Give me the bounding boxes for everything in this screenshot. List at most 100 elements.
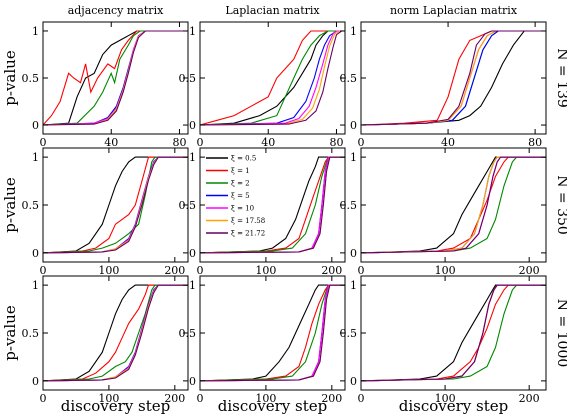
x-tick-label: 80	[528, 136, 542, 149]
panel-r2-c0: 0 100 200 0 0.5 1	[22, 275, 189, 405]
x-tick-label: 0	[197, 136, 204, 149]
column-title-2: norm Laplacian matrix	[390, 4, 518, 17]
y-tick-label: 0	[350, 247, 357, 260]
y-tick-label: 0.5	[22, 327, 40, 340]
series-line-1	[199, 284, 345, 382]
series-line-6	[42, 156, 188, 254]
y-tick-label: 0.5	[340, 327, 358, 340]
y-tick-label: 1	[350, 151, 357, 164]
series-line-3	[360, 284, 546, 382]
series-line-0	[42, 156, 188, 254]
series-line-0	[360, 156, 546, 254]
legend-label-2: ξ = 2	[231, 180, 250, 188]
row-label-0: N = 139	[554, 48, 567, 108]
column-title-0: adjacency matrix	[68, 4, 164, 17]
series-line-5	[360, 284, 546, 382]
series-line-2	[42, 156, 188, 254]
y-tick-label: 1	[350, 25, 357, 38]
panel-frame	[360, 147, 547, 263]
series-line-6	[42, 284, 188, 382]
y-tick-label: 1	[32, 25, 39, 38]
x-tick-label: 200	[519, 264, 540, 277]
series-line-5	[199, 30, 345, 126]
x-tick-label: 100	[98, 264, 119, 277]
x-tick-label: 80	[329, 136, 343, 149]
panel-r1-c1: 0 100 200 0 0.5 1 ξ = 0.5 ξ = 1 ξ = 2 ξ = 5 ξ = 10…	[179, 147, 346, 277]
y-tick-label: 0.5	[340, 72, 358, 85]
series-line-1	[360, 30, 546, 126]
legend-label-4: ξ = 10	[231, 205, 254, 213]
y-tick-label: 0.5	[179, 199, 197, 212]
series-line-3	[360, 156, 546, 254]
series-line-0	[42, 284, 188, 382]
x-tick-label: 200	[321, 264, 342, 277]
series-line-3	[42, 156, 188, 254]
legend-label-5: ξ = 17.58	[231, 217, 265, 225]
x-tick-label: 0	[40, 136, 47, 149]
x-tick-label: 0	[40, 392, 47, 405]
x-tick-label: 100	[435, 264, 456, 277]
panel-r2-c2: 0 100 200 0 0.5 1	[340, 275, 547, 405]
x-tick-label: 0	[358, 136, 365, 149]
legend-label-0: ξ = 0.5	[231, 155, 256, 163]
panel-r1-c0: 0 100 200 0 0.5 1	[22, 147, 189, 277]
panel-r0-c0: 0 40 80 0 0.5 1	[22, 21, 189, 149]
y-tick-label: 0	[189, 119, 196, 132]
x-axis-label: discovery step	[399, 397, 509, 415]
series-line-6	[360, 156, 546, 254]
x-tick-label: 200	[164, 264, 185, 277]
series-line-3	[199, 30, 345, 126]
series-line-0	[199, 284, 345, 382]
x-axis-label: discovery step	[61, 397, 171, 415]
y-tick-label: 0	[32, 247, 39, 260]
x-tick-label: 0	[358, 392, 365, 405]
panel-frame	[360, 275, 547, 391]
series-line-2	[360, 156, 546, 254]
panel-frame	[42, 147, 189, 263]
y-tick-label: 0.5	[179, 327, 197, 340]
series-line-2	[199, 30, 345, 126]
series-line-2	[360, 284, 546, 382]
x-tick-label: 0	[197, 264, 204, 277]
y-tick-label: 0	[189, 375, 196, 388]
series-line-0	[42, 30, 188, 126]
x-tick-label: 40	[441, 136, 455, 149]
legend-label-3: ξ = 5	[231, 192, 250, 200]
series-line-0	[199, 30, 345, 126]
series-line-1	[42, 30, 188, 126]
x-tick-label: 0	[358, 264, 365, 277]
row-label-1: N = 350	[554, 175, 567, 235]
panel-r1-c2: 0 100 200 0 0.5 1	[340, 147, 547, 277]
series-line-6	[199, 30, 345, 126]
y-axis-label: p-value	[1, 177, 19, 233]
y-tick-label: 0	[350, 375, 357, 388]
series-line-1	[360, 156, 546, 254]
y-axis-label: p-value	[1, 305, 19, 361]
legend: ξ = 0.5 ξ = 1 ξ = 2 ξ = 5 ξ = 10 ξ = 17.58 ξ =…	[206, 155, 265, 238]
y-axis-label: p-value	[1, 50, 19, 106]
y-tick-label: 1	[189, 279, 196, 292]
series-line-1	[42, 284, 188, 382]
series-line-5	[42, 156, 188, 254]
series-line-2	[42, 30, 188, 126]
series-line-4	[360, 284, 546, 382]
legend-label-6: ξ = 21.72	[231, 230, 265, 238]
y-tick-label: 0	[189, 247, 196, 260]
y-tick-label: 0	[32, 119, 39, 132]
series-line-4	[42, 156, 188, 254]
x-axis-label: discovery step	[218, 397, 328, 415]
x-tick-label: 100	[98, 392, 119, 405]
x-tick-label: 100	[255, 392, 276, 405]
series-line-1	[199, 156, 345, 254]
y-tick-label: 0	[32, 375, 39, 388]
row-label-2: N = 1000	[554, 299, 567, 368]
x-tick-label: 100	[435, 392, 456, 405]
y-tick-label: 0.5	[340, 199, 358, 212]
series-line-5	[360, 156, 546, 254]
x-tick-label: 200	[321, 392, 342, 405]
x-tick-label: 200	[164, 392, 185, 405]
y-tick-label: 1	[350, 279, 357, 292]
x-tick-label: 80	[172, 136, 186, 149]
y-tick-label: 1	[32, 151, 39, 164]
